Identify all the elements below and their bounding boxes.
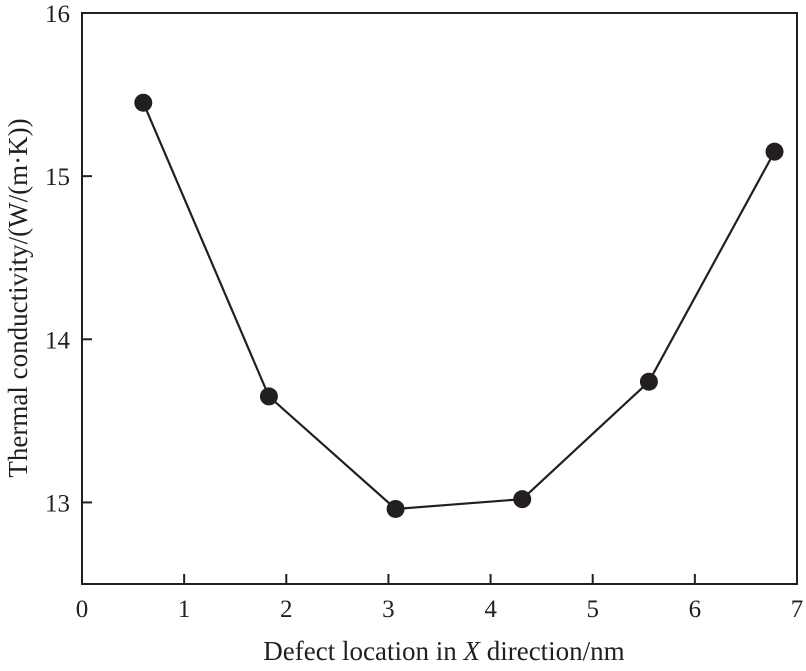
x-tick-label: 6 bbox=[689, 596, 702, 623]
x-axis-title-part-1: Defect location in bbox=[263, 636, 463, 666]
y-tick-label: 15 bbox=[45, 164, 70, 191]
data-point bbox=[259, 387, 278, 406]
series-layer bbox=[134, 93, 784, 518]
y-tick-label: 14 bbox=[45, 327, 71, 354]
x-tick-label: 3 bbox=[382, 596, 395, 623]
y-tick-label: 13 bbox=[45, 490, 70, 517]
plot-frame bbox=[81, 12, 798, 585]
y-axis-ticks: 13 14 15 16 bbox=[45, 1, 92, 517]
x-tick-label: 7 bbox=[791, 596, 804, 623]
x-axis-title-variable: X bbox=[462, 636, 481, 666]
x-tick-label: 2 bbox=[280, 596, 293, 623]
y-axis-title: Thermal conductivity/(W/(m·K)) bbox=[3, 118, 33, 477]
data-point bbox=[765, 142, 784, 161]
x-axis-ticks: 0 1 2 3 4 5 6 7 bbox=[76, 574, 804, 623]
y-tick-label: 16 bbox=[45, 1, 70, 28]
x-tick-label: 4 bbox=[484, 596, 497, 623]
data-point bbox=[134, 93, 153, 112]
x-tick-label: 0 bbox=[76, 596, 89, 623]
data-point bbox=[513, 490, 532, 509]
plot-border bbox=[81, 12, 798, 585]
data-point bbox=[386, 499, 405, 518]
series-line bbox=[142, 102, 776, 511]
x-axis-title: Defect location in X direction/nm bbox=[263, 636, 624, 666]
x-tick-label: 1 bbox=[178, 596, 191, 623]
x-axis-title-part-2: direction/nm bbox=[480, 636, 625, 666]
x-tick-label: 5 bbox=[586, 596, 599, 623]
data-point bbox=[639, 372, 658, 391]
